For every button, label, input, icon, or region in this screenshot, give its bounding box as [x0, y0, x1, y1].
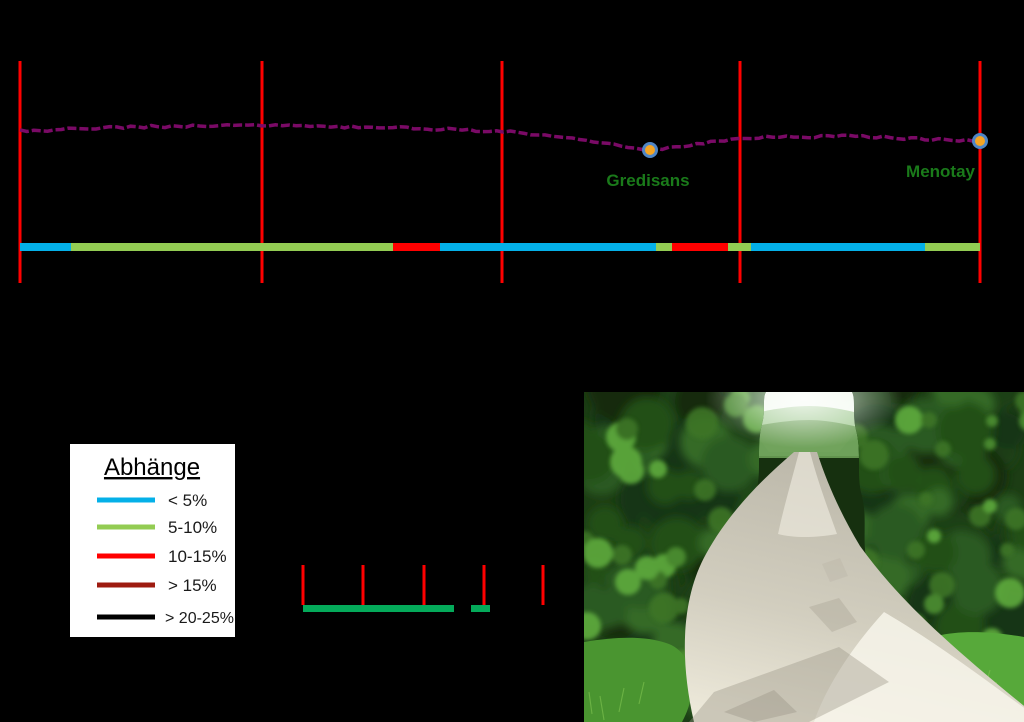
svg-text:> 15%: > 15%: [168, 576, 217, 595]
svg-text:Gredisans: Gredisans: [606, 171, 689, 190]
svg-text:10-15%: 10-15%: [168, 547, 227, 566]
svg-text:< 5%: < 5%: [168, 491, 207, 510]
svg-text:Menotay: Menotay: [906, 162, 976, 181]
svg-text:5-10%: 5-10%: [168, 518, 217, 537]
svg-text:> 20-25%: > 20-25%: [165, 610, 234, 627]
svg-text:Abhänge: Abhänge: [104, 454, 200, 481]
